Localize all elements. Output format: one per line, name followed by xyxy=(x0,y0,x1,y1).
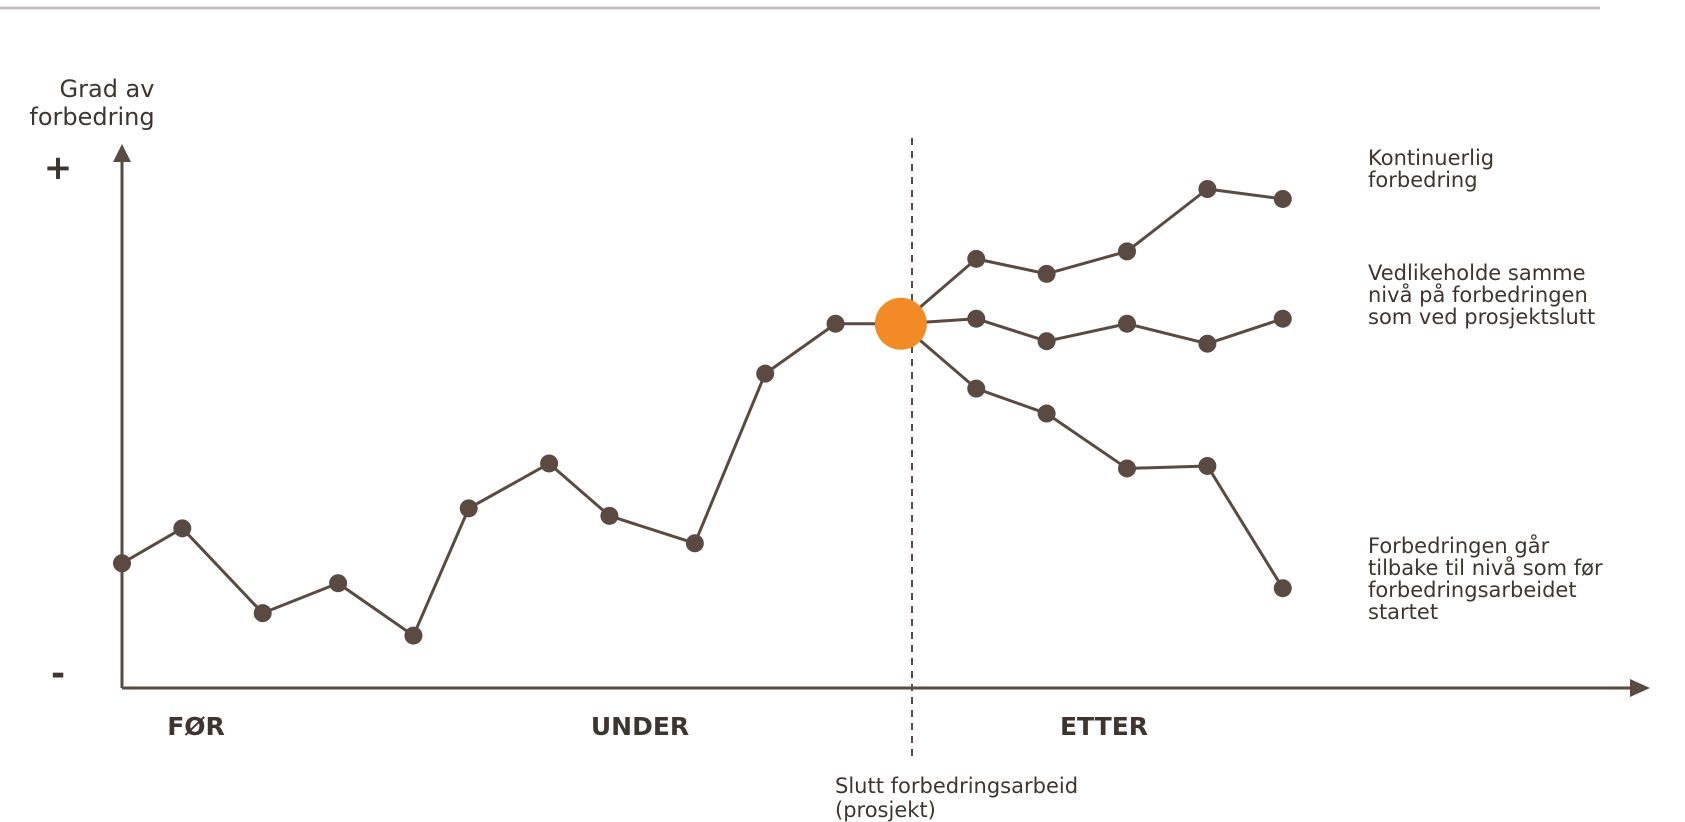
outcome-label-regress: Forbedringen går tilbake til nivå som fø… xyxy=(1368,533,1603,624)
project-end-label-line2: (prosjekt) xyxy=(835,798,936,822)
continuous-improvement-point xyxy=(1273,189,1292,208)
regression-series xyxy=(899,322,1292,598)
outcome-maintain-line2: nivå på forbedringen xyxy=(1368,282,1588,307)
x-axis-arrowhead xyxy=(1630,679,1650,697)
history-point xyxy=(540,454,559,473)
continuous-improvement-series xyxy=(899,180,1292,325)
history-series xyxy=(113,314,910,645)
regression-point xyxy=(967,379,986,398)
y-axis-title-line1: Grad av xyxy=(60,75,155,103)
outcome-maintain-line1: Vedlikeholde samme xyxy=(1368,261,1586,285)
outcome-regress-line3: forbedringsarbeidet xyxy=(1368,578,1577,602)
maintain-level-line xyxy=(900,317,1284,346)
y-axis-arrowhead xyxy=(113,144,131,162)
y-axis-title-line2: forbedring xyxy=(29,103,154,131)
regression-point xyxy=(1273,579,1292,598)
history-point xyxy=(113,554,131,573)
regression-point xyxy=(1118,459,1136,478)
series-layer xyxy=(113,180,1292,645)
continuous-improvement-point xyxy=(1198,180,1217,198)
phase-label-after: ETTER xyxy=(1060,712,1148,741)
maintain-level-point xyxy=(967,309,986,328)
regression-line xyxy=(899,322,1285,589)
outcome-continuous-line2: forbedring xyxy=(1368,168,1478,192)
maintain-level-point xyxy=(1273,309,1292,328)
continuous-improvement-point xyxy=(1037,264,1056,283)
history-point xyxy=(685,534,704,553)
maintain-level-series xyxy=(900,309,1292,353)
project-end-label-line1: Slutt forbedringsarbeid xyxy=(835,774,1078,798)
history-point xyxy=(329,574,348,593)
history-point xyxy=(826,314,845,333)
continuous-improvement-point xyxy=(1118,242,1136,261)
continuous-improvement-point xyxy=(967,249,986,268)
continuous-improvement-line xyxy=(899,187,1283,325)
history-point xyxy=(253,604,272,623)
history-point xyxy=(404,626,423,645)
regression-point xyxy=(1198,456,1217,475)
history-point xyxy=(173,519,192,538)
phase-label-before: FØR xyxy=(167,712,225,741)
outcome-label-maintain: Vedlikeholde samme nivå på forbedringen … xyxy=(1368,261,1595,329)
outcome-continuous-line1: Kontinuerlig xyxy=(1368,146,1494,170)
maintain-level-point xyxy=(1198,334,1217,353)
history-line xyxy=(121,322,901,638)
history-point xyxy=(756,364,775,383)
outcome-regress-line2: tilbake til nivå som før xyxy=(1368,555,1603,580)
y-axis-plus: + xyxy=(44,148,73,188)
outcome-label-continuous: Kontinuerlig forbedring xyxy=(1368,146,1494,192)
regression-point xyxy=(1037,404,1056,423)
outcome-regress-line1: Forbedringen går xyxy=(1368,533,1550,558)
outcome-maintain-line3: som ved prosjektslutt xyxy=(1368,305,1595,329)
history-point xyxy=(459,499,478,518)
maintain-level-point xyxy=(1037,332,1056,351)
outcome-regress-line4: startet xyxy=(1368,600,1438,624)
history-point xyxy=(600,506,619,525)
project-end-marker xyxy=(874,297,927,350)
maintain-level-point xyxy=(1118,314,1136,333)
y-axis-minus: - xyxy=(51,654,65,694)
phase-label-during: UNDER xyxy=(591,712,689,741)
